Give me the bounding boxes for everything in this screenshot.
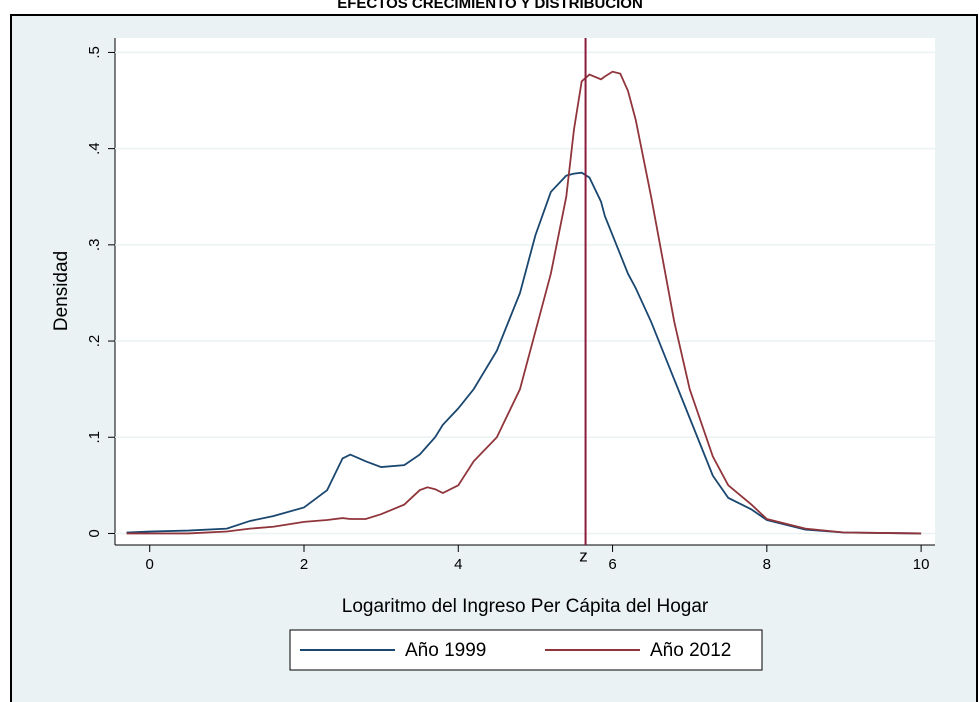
chart-title: EFECTOS CRECIMIENTO Y DISTRIBUCIÓN [337,0,643,12]
x-tick-label: 8 [763,556,771,573]
y-axis-label: Densidad [51,251,72,331]
y-tick-label: .3 [86,239,103,252]
x-tick-label: 2 [300,556,308,573]
line-series [126,171,922,535]
x-tick-label: 0 [146,556,154,573]
y-tick-label: .5 [86,46,103,59]
legend-label: Año 1999 [405,640,486,661]
x-tick-label: 6 [608,556,616,573]
y-tick-label: .1 [86,431,103,444]
y-tick-label: .2 [86,335,103,348]
x-axis-label: Logaritmo del Ingreso Per Cápita del Hog… [342,596,709,617]
line-series [126,70,922,535]
legend-label: Año 2012 [650,640,731,661]
y-tick-label: .4 [86,142,103,155]
y-tick-label: 0 [86,529,103,537]
plot-area [115,38,935,545]
x-tick-label: 10 [913,556,930,573]
x-tick-label: 4 [454,556,462,573]
reference-label: z [579,546,588,565]
